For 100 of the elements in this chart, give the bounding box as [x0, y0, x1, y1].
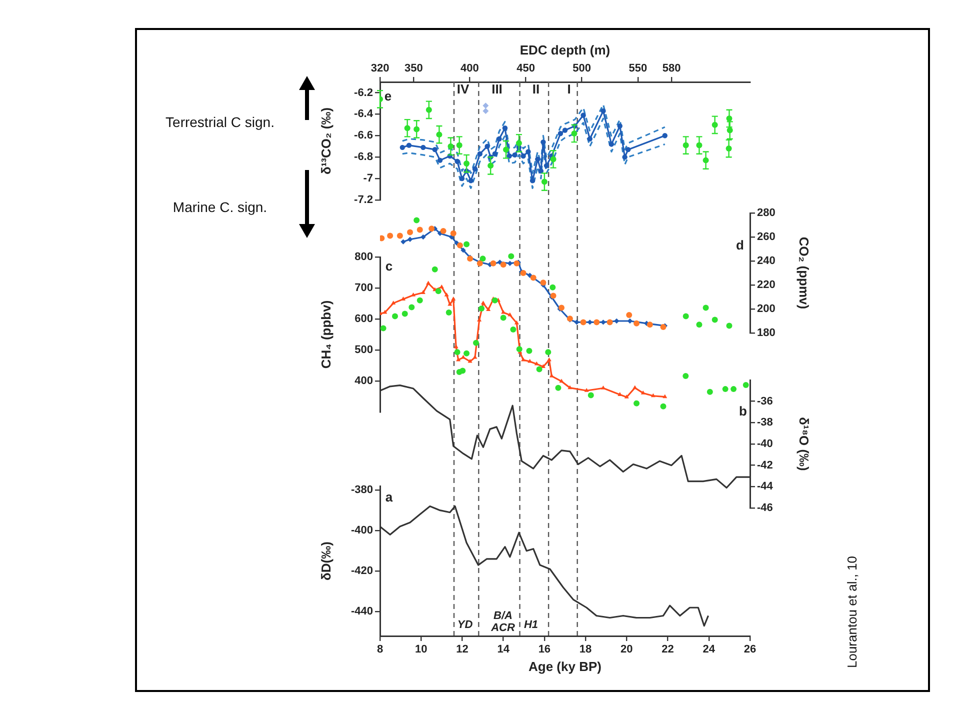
x2-tick-label: 450: [516, 62, 535, 74]
y2-axis-title: δ¹⁸O (‰): [796, 417, 812, 471]
point: [588, 392, 594, 398]
point: [402, 310, 408, 317]
point: [520, 153, 526, 159]
point: [530, 274, 536, 281]
point: [622, 154, 628, 160]
y-tick-label: -6.6: [354, 130, 373, 142]
point: [464, 241, 470, 248]
point: [527, 272, 532, 278]
point: [406, 142, 412, 148]
y-axis-title: δ¹³CO₂ (‰): [318, 107, 334, 175]
y2-tick-label: 280: [757, 207, 776, 220]
point: [391, 300, 396, 304]
text: Terrestrial C sign.: [166, 114, 274, 130]
point: [444, 292, 449, 296]
x2-tick-label: 400: [460, 62, 479, 74]
point: [435, 288, 442, 294]
point: [508, 312, 512, 316]
point: [380, 235, 385, 242]
point: [634, 320, 640, 326]
x-tick-label: 10: [414, 644, 428, 656]
annotation: b: [739, 404, 747, 418]
point: [440, 228, 446, 234]
x-tick-label: 22: [662, 644, 674, 656]
point: [472, 340, 479, 346]
point: [416, 226, 423, 233]
point: [432, 266, 438, 272]
point: [682, 313, 689, 320]
point: [682, 373, 689, 380]
point: [387, 232, 394, 239]
point: [482, 108, 489, 114]
point: [555, 384, 562, 391]
point: [496, 136, 502, 142]
point: [660, 403, 666, 410]
point: [426, 280, 431, 285]
point: [742, 382, 749, 388]
text: Marine C. sign.: [172, 199, 268, 215]
point: [380, 325, 386, 332]
y2-tick-label: 220: [757, 279, 776, 292]
y2-tick-label: -36: [757, 395, 773, 408]
point: [507, 260, 513, 266]
point: [446, 309, 452, 316]
point: [428, 226, 435, 232]
point: [562, 128, 568, 133]
point: [606, 319, 613, 326]
point: [468, 178, 474, 184]
x-tick-label: 24: [702, 644, 716, 656]
point: [500, 262, 506, 268]
point: [730, 386, 737, 392]
point: [580, 319, 586, 326]
point: [456, 242, 463, 248]
point: [600, 320, 606, 325]
point: [646, 322, 653, 328]
point: [540, 280, 546, 286]
annotation: I: [567, 82, 571, 96]
y-tick-label: -6.2: [354, 86, 373, 99]
y2-axis-title: CO₂ (ppmv): [796, 236, 812, 310]
y2-tick-label: -40: [757, 438, 773, 450]
point: [468, 358, 472, 363]
point: [526, 348, 532, 354]
y-tick-label: 500: [354, 344, 373, 356]
y2-tick-label: 180: [757, 327, 776, 340]
x-tick-label: 8: [376, 644, 384, 656]
point: [460, 368, 466, 374]
point: [584, 388, 589, 392]
point: [508, 253, 514, 260]
point: [536, 366, 542, 372]
point: [477, 318, 482, 322]
text: Lourantou et al., 10: [844, 556, 860, 668]
point: [632, 385, 638, 390]
annotation: IV: [456, 82, 470, 96]
point: [600, 108, 606, 114]
y2-tick-label: -44: [757, 480, 774, 493]
point: [558, 304, 565, 311]
point: [460, 248, 466, 253]
point: [662, 133, 668, 138]
point: [407, 229, 414, 236]
annotation: a: [385, 490, 393, 504]
y2-tick-label: -46: [757, 502, 773, 514]
point: [454, 158, 460, 164]
point: [472, 166, 478, 172]
point: [486, 307, 491, 311]
x2-axis-title: EDC depth (m): [520, 42, 610, 58]
point: [382, 310, 388, 314]
y-tick-label: -420: [350, 565, 373, 578]
point: [480, 300, 486, 304]
x2-tick-label: 580: [662, 62, 681, 74]
point: [484, 144, 490, 149]
point: [608, 142, 614, 147]
point: [516, 346, 522, 352]
point: [558, 130, 564, 136]
point: [580, 112, 586, 118]
point: [420, 234, 426, 240]
point: [459, 176, 465, 182]
point: [490, 260, 496, 266]
point: [662, 394, 668, 398]
y-axis-title: δD(‰): [318, 542, 334, 580]
point: [454, 349, 460, 356]
annotation: H1: [524, 619, 538, 631]
